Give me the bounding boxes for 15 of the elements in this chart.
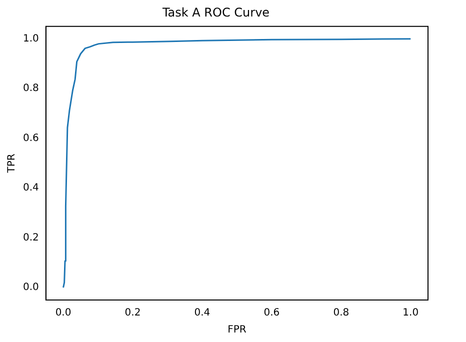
- y-tick-label: 0.4: [22, 182, 39, 194]
- y-tick-label: 1.0: [22, 33, 39, 44]
- chart-title: Task A ROC Curve: [161, 5, 270, 20]
- y-tick-label: 0.2: [22, 232, 39, 244]
- x-tick-label: 0.2: [124, 308, 141, 319]
- x-tick-label: 0.8: [333, 308, 350, 319]
- y-tick-label: 0.0: [22, 282, 39, 294]
- x-tick-label: 0.6: [264, 308, 280, 319]
- y-tick-label: 0.6: [22, 132, 39, 144]
- y-tick-label: 0.8: [22, 83, 39, 94]
- y-axis-title: TPR: [6, 154, 18, 174]
- x-tick-label: 0.4: [194, 308, 210, 319]
- x-tick-label: 1.0: [402, 308, 419, 319]
- x-tick-label: 0.0: [55, 308, 72, 319]
- x-axis-title: FPR: [228, 324, 246, 336]
